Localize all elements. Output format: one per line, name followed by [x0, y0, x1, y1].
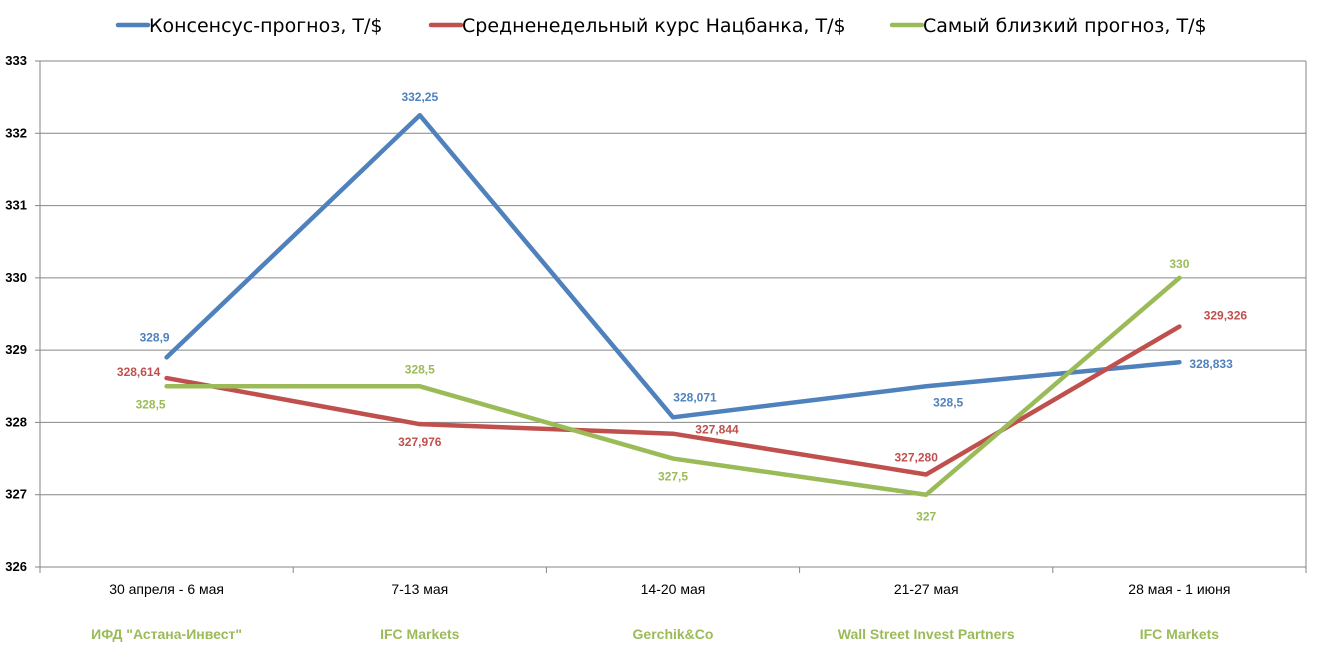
series-line [164, 275, 1182, 497]
y-tick-label: 328 [5, 414, 27, 429]
x-subcategory-label: Gerchik&Co [633, 626, 714, 642]
data-label: 328,614 [117, 365, 161, 379]
x-category-label: 14-20 мая [641, 581, 706, 597]
y-tick-label: 329 [5, 342, 27, 357]
data-label: 328,833 [1189, 357, 1233, 371]
y-tick-label: 330 [5, 270, 27, 285]
data-label: 328,5 [136, 397, 166, 411]
data-label: 327,844 [695, 423, 739, 437]
legend-label: Консенсус-прогноз, Т/$ [149, 15, 383, 37]
series-line [164, 112, 1182, 420]
y-axis-ticks: 326 327 328 329 330 331 332 333 [5, 53, 27, 574]
x-axis-categories: 30 апреля - 6 мая 7-13 мая 14-20 мая 21-27 … [91, 581, 1230, 642]
y-tick-label: 333 [5, 53, 27, 68]
data-label: 327,280 [895, 450, 939, 464]
y-tick-label: 331 [5, 198, 27, 213]
x-subcategory-label: IFC Markets [380, 626, 460, 642]
data-label: 332,25 [401, 90, 438, 104]
x-category-label: 7-13 мая [391, 581, 448, 597]
x-subcategory-label: ИФД "Астана-Инвест" [91, 626, 242, 642]
y-tick-label: 332 [5, 125, 27, 140]
y-tick-label: 327 [5, 487, 27, 502]
y-tick-label: 326 [5, 559, 27, 574]
x-category-label: 30 апреля - 6 мая [109, 581, 224, 597]
data-label: 328,5 [405, 362, 435, 376]
series-lines [164, 112, 1182, 497]
x-subcategory-label: IFC Markets [1140, 626, 1220, 642]
data-label: 328,5 [933, 395, 963, 409]
data-label: 330 [1169, 257, 1189, 271]
legend: Консенсус-прогноз, Т/$ Средненедельный ку… [115, 15, 1207, 37]
data-label: 329,326 [1204, 309, 1248, 323]
x-category-label: 28 мая - 1 июня [1128, 581, 1230, 597]
data-label: 328,071 [673, 390, 717, 404]
data-label: 327,976 [398, 435, 442, 449]
x-category-label: 21-27 мая [894, 581, 959, 597]
x-subcategory-label: Wall Street Invest Partners [838, 626, 1015, 642]
data-label: 327 [916, 510, 936, 524]
data-label: 327,5 [658, 470, 688, 484]
legend-label: Средненедельный курс Нацбанка, Т/$ [462, 15, 846, 37]
grid [40, 60, 1306, 568]
legend-label: Самый близкий прогноз, Т/$ [923, 15, 1207, 37]
data-label: 328,9 [140, 330, 170, 344]
axes [35, 60, 1307, 573]
data-labels: 328,9 332,25 328,071 328,5 328,833 328,614 327… [117, 90, 1248, 524]
